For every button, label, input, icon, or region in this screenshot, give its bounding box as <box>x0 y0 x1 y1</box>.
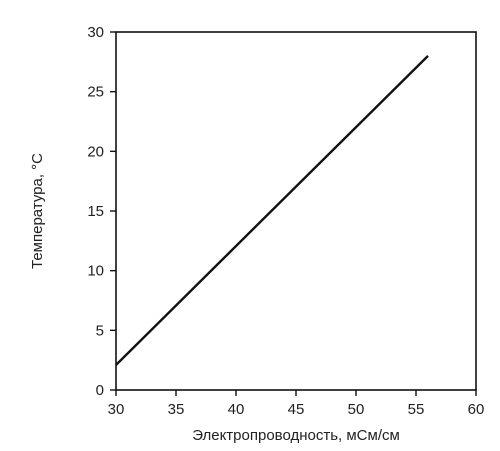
x-tick-label: 30 <box>108 401 125 418</box>
y-tick-label: 20 <box>87 143 104 160</box>
y-tick-label: 25 <box>87 84 104 101</box>
x-tick-label: 40 <box>228 401 245 418</box>
x-tick-label: 60 <box>468 401 485 418</box>
x-axis-label: Электропроводность, мСм/см <box>192 427 400 444</box>
x-tick-label: 50 <box>348 401 365 418</box>
x-axis-ticks: 30 35 40 45 50 55 60 <box>108 390 485 418</box>
x-tick-label: 45 <box>288 401 305 418</box>
y-tick-label: 30 <box>87 24 104 41</box>
series-line <box>115 55 429 366</box>
x-tick-label: 35 <box>168 401 185 418</box>
series-group <box>115 55 429 366</box>
plot-frame <box>115 31 477 391</box>
y-tick-label: 5 <box>96 322 104 339</box>
x-tick-label: 55 <box>408 401 425 418</box>
y-tick-label: 10 <box>87 263 104 280</box>
y-axis-ticks: 0 5 10 15 20 25 30 <box>87 24 116 399</box>
y-tick-label: 15 <box>87 203 104 220</box>
y-axis-label: Температура, °С <box>29 153 46 269</box>
y-tick-label: 0 <box>96 382 104 399</box>
